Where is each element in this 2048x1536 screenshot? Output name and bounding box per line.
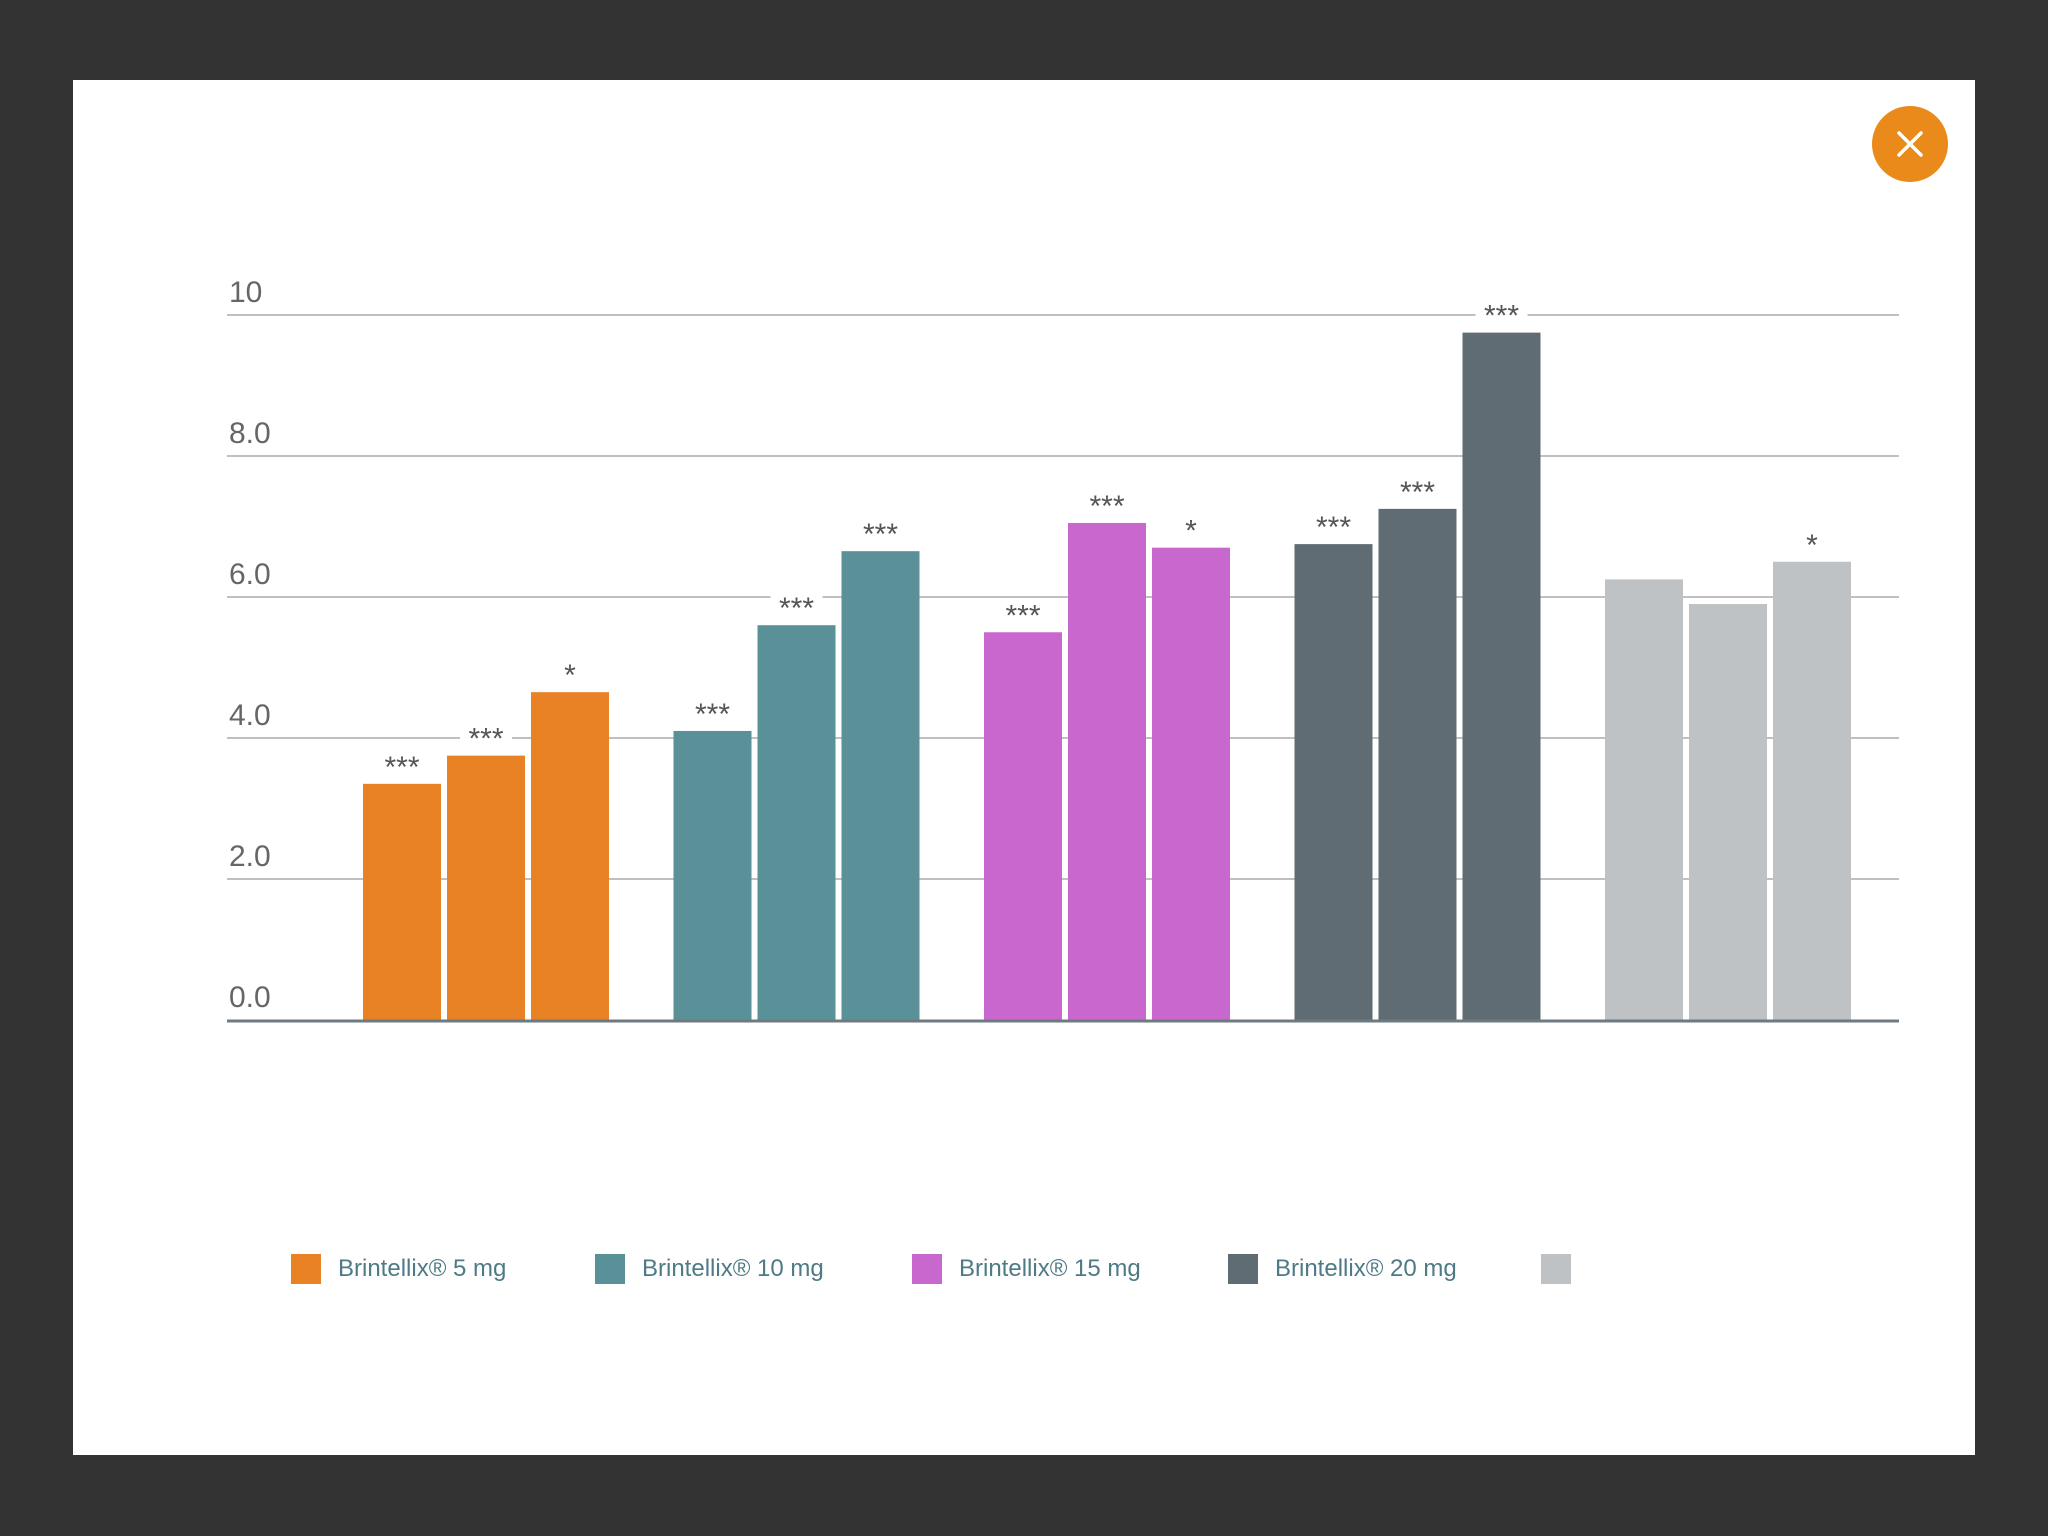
close-icon	[1897, 131, 1923, 157]
chart-legend: Brintellix® 5 mg Brintellix® 10 mg Brint…	[291, 1251, 1891, 1287]
y-tick-label: 10	[229, 276, 262, 309]
bar	[1294, 544, 1373, 1020]
bar-label-backdrop	[854, 519, 907, 546]
bar-label-backdrop	[770, 593, 823, 620]
significance-label: ***	[1316, 511, 1351, 544]
bar-label-backdrop	[686, 698, 739, 725]
significance-label: *	[1185, 515, 1197, 548]
bar-label-backdrop	[1786, 529, 1838, 556]
significance-label: *	[564, 659, 576, 692]
bar	[1605, 579, 1683, 1020]
y-tick-label: 0.0	[229, 981, 271, 1014]
significance-label: ***	[695, 698, 730, 731]
significance-label: ***	[384, 751, 419, 784]
significance-label: ***	[1484, 300, 1519, 333]
close-button[interactable]	[1872, 106, 1948, 182]
bar-label-backdrop	[376, 751, 428, 778]
bar	[1462, 332, 1541, 1020]
bar-label-backdrop	[1165, 515, 1217, 542]
significance-label: ***	[863, 518, 898, 551]
bar	[673, 730, 752, 1020]
bar	[531, 692, 609, 1020]
legend-swatch	[912, 1254, 942, 1284]
bar	[447, 755, 525, 1020]
bar-label-backdrop	[997, 600, 1049, 627]
bar-label-backdrop	[460, 723, 512, 750]
significance-label: ***	[1400, 476, 1435, 509]
bar	[757, 625, 836, 1020]
bar-chart: 0.02.04.06.08.010***********************…	[227, 276, 1899, 1023]
legend-swatch	[1228, 1254, 1258, 1284]
bar	[1378, 508, 1457, 1020]
significance-label: *	[1806, 529, 1818, 562]
bar-label-backdrop	[1081, 490, 1133, 517]
legend-swatch	[595, 1254, 625, 1284]
legend-label: Brintellix® 20 mg	[1275, 1255, 1457, 1282]
bar	[1689, 604, 1767, 1020]
legend-label: Brintellix® 15 mg	[959, 1255, 1141, 1282]
significance-label: ***	[1005, 599, 1040, 632]
y-tick-label: 2.0	[229, 840, 271, 873]
bar	[1068, 522, 1146, 1020]
significance-label: ***	[779, 592, 814, 625]
bar	[841, 551, 920, 1020]
bar	[984, 632, 1062, 1020]
chart-modal: 0.0 2.0 4.0 6.0 8.0 10 *** *** * *** *** *** *** *** *…	[73, 80, 1975, 1455]
bar-label-backdrop	[1307, 512, 1360, 539]
bar-label-backdrop	[544, 660, 596, 687]
bar	[1152, 547, 1230, 1020]
y-tick-label: 8.0	[229, 417, 271, 450]
legend-label: Brintellix® 5 mg	[338, 1255, 507, 1282]
significance-label: ***	[1089, 490, 1124, 523]
bar	[1773, 561, 1851, 1020]
y-tick-label: 6.0	[229, 558, 271, 591]
bar-label-backdrop	[1391, 476, 1444, 503]
legend-label: Brintellix® 10 mg	[642, 1255, 824, 1282]
y-tick-label: 4.0	[229, 699, 271, 732]
bar-label-backdrop	[1475, 300, 1528, 327]
legend-swatch	[291, 1254, 321, 1284]
legend-swatch	[1541, 1254, 1571, 1284]
bar	[363, 783, 441, 1020]
significance-label: ***	[468, 723, 503, 756]
